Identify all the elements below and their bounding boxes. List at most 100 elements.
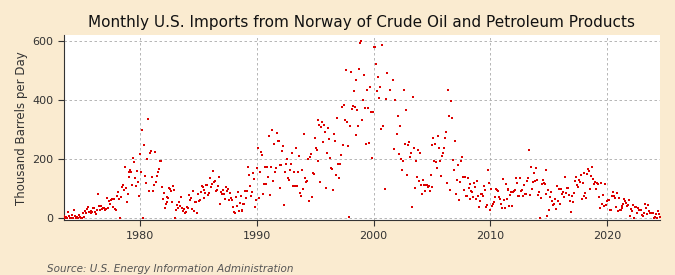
Point [193, 199, 204, 204]
Point [162, 200, 173, 205]
Point [426, 184, 437, 189]
Point [293, 170, 304, 174]
Point [503, 188, 514, 192]
Point [639, 211, 649, 215]
Point [412, 148, 423, 152]
Point [512, 181, 522, 186]
Point [533, 192, 543, 197]
Point [223, 187, 234, 191]
Point [638, 214, 649, 219]
Point [342, 144, 353, 148]
Point [324, 136, 335, 141]
Point [382, 29, 393, 33]
Point [84, 210, 95, 214]
Point [515, 176, 526, 180]
Point [511, 175, 522, 180]
Point [554, 187, 564, 191]
Point [95, 207, 106, 212]
Point [593, 182, 603, 186]
Point [558, 190, 568, 195]
Point [215, 201, 225, 206]
Point [454, 179, 465, 184]
Point [610, 196, 620, 200]
Point [589, 182, 599, 186]
Point [494, 197, 505, 202]
Point [480, 188, 491, 192]
Point [414, 179, 425, 183]
Point [344, 214, 354, 219]
Point [235, 194, 246, 199]
Point [294, 190, 305, 195]
Point [612, 209, 623, 213]
Point [319, 123, 330, 127]
Point [539, 182, 550, 186]
Point [329, 139, 340, 144]
Point [637, 213, 647, 218]
Point [103, 205, 113, 210]
Point [352, 108, 363, 113]
Point [329, 132, 340, 136]
Point [268, 142, 279, 146]
Point [344, 124, 355, 128]
Point [651, 215, 662, 220]
Point [605, 207, 616, 212]
Point [288, 184, 298, 188]
Point [276, 163, 287, 167]
Point [385, 26, 396, 31]
Point [641, 206, 651, 210]
Point [123, 175, 134, 179]
Point [217, 192, 227, 196]
Point [159, 205, 170, 210]
Point [368, 110, 379, 114]
Point [632, 211, 643, 215]
Point [278, 143, 289, 148]
Point [514, 194, 524, 199]
Point [170, 216, 181, 220]
Point [582, 172, 593, 176]
Point [63, 214, 74, 218]
Point [389, 147, 400, 152]
Point [395, 124, 406, 128]
Point [338, 103, 349, 107]
Point [263, 134, 274, 139]
Point [524, 148, 535, 153]
Point [509, 189, 520, 193]
Point [82, 205, 93, 209]
Point [311, 148, 322, 152]
Point [459, 175, 470, 179]
Point [491, 187, 502, 192]
Point [364, 84, 375, 89]
Point [130, 176, 140, 181]
Point [564, 193, 574, 197]
Point [157, 197, 168, 201]
Point [124, 170, 135, 175]
Point [289, 170, 300, 174]
Point [483, 168, 493, 172]
Point [331, 172, 342, 177]
Point [128, 156, 139, 160]
Point [533, 190, 544, 195]
Point [403, 143, 414, 148]
Point [556, 187, 566, 191]
Point [96, 204, 107, 208]
Point [547, 199, 558, 204]
Point [53, 216, 63, 220]
Point [571, 183, 582, 188]
Point [284, 178, 295, 182]
Point [184, 197, 195, 202]
Point [190, 200, 200, 205]
Point [564, 199, 575, 203]
Point [209, 180, 219, 185]
Point [320, 130, 331, 134]
Point [250, 205, 261, 210]
Point [447, 115, 458, 120]
Point [412, 175, 423, 180]
Point [630, 205, 641, 209]
Point [105, 197, 116, 202]
Point [173, 200, 184, 205]
Point [239, 202, 250, 206]
Point [377, 123, 388, 128]
Point [173, 206, 184, 210]
Point [419, 189, 430, 194]
Point [219, 197, 230, 201]
